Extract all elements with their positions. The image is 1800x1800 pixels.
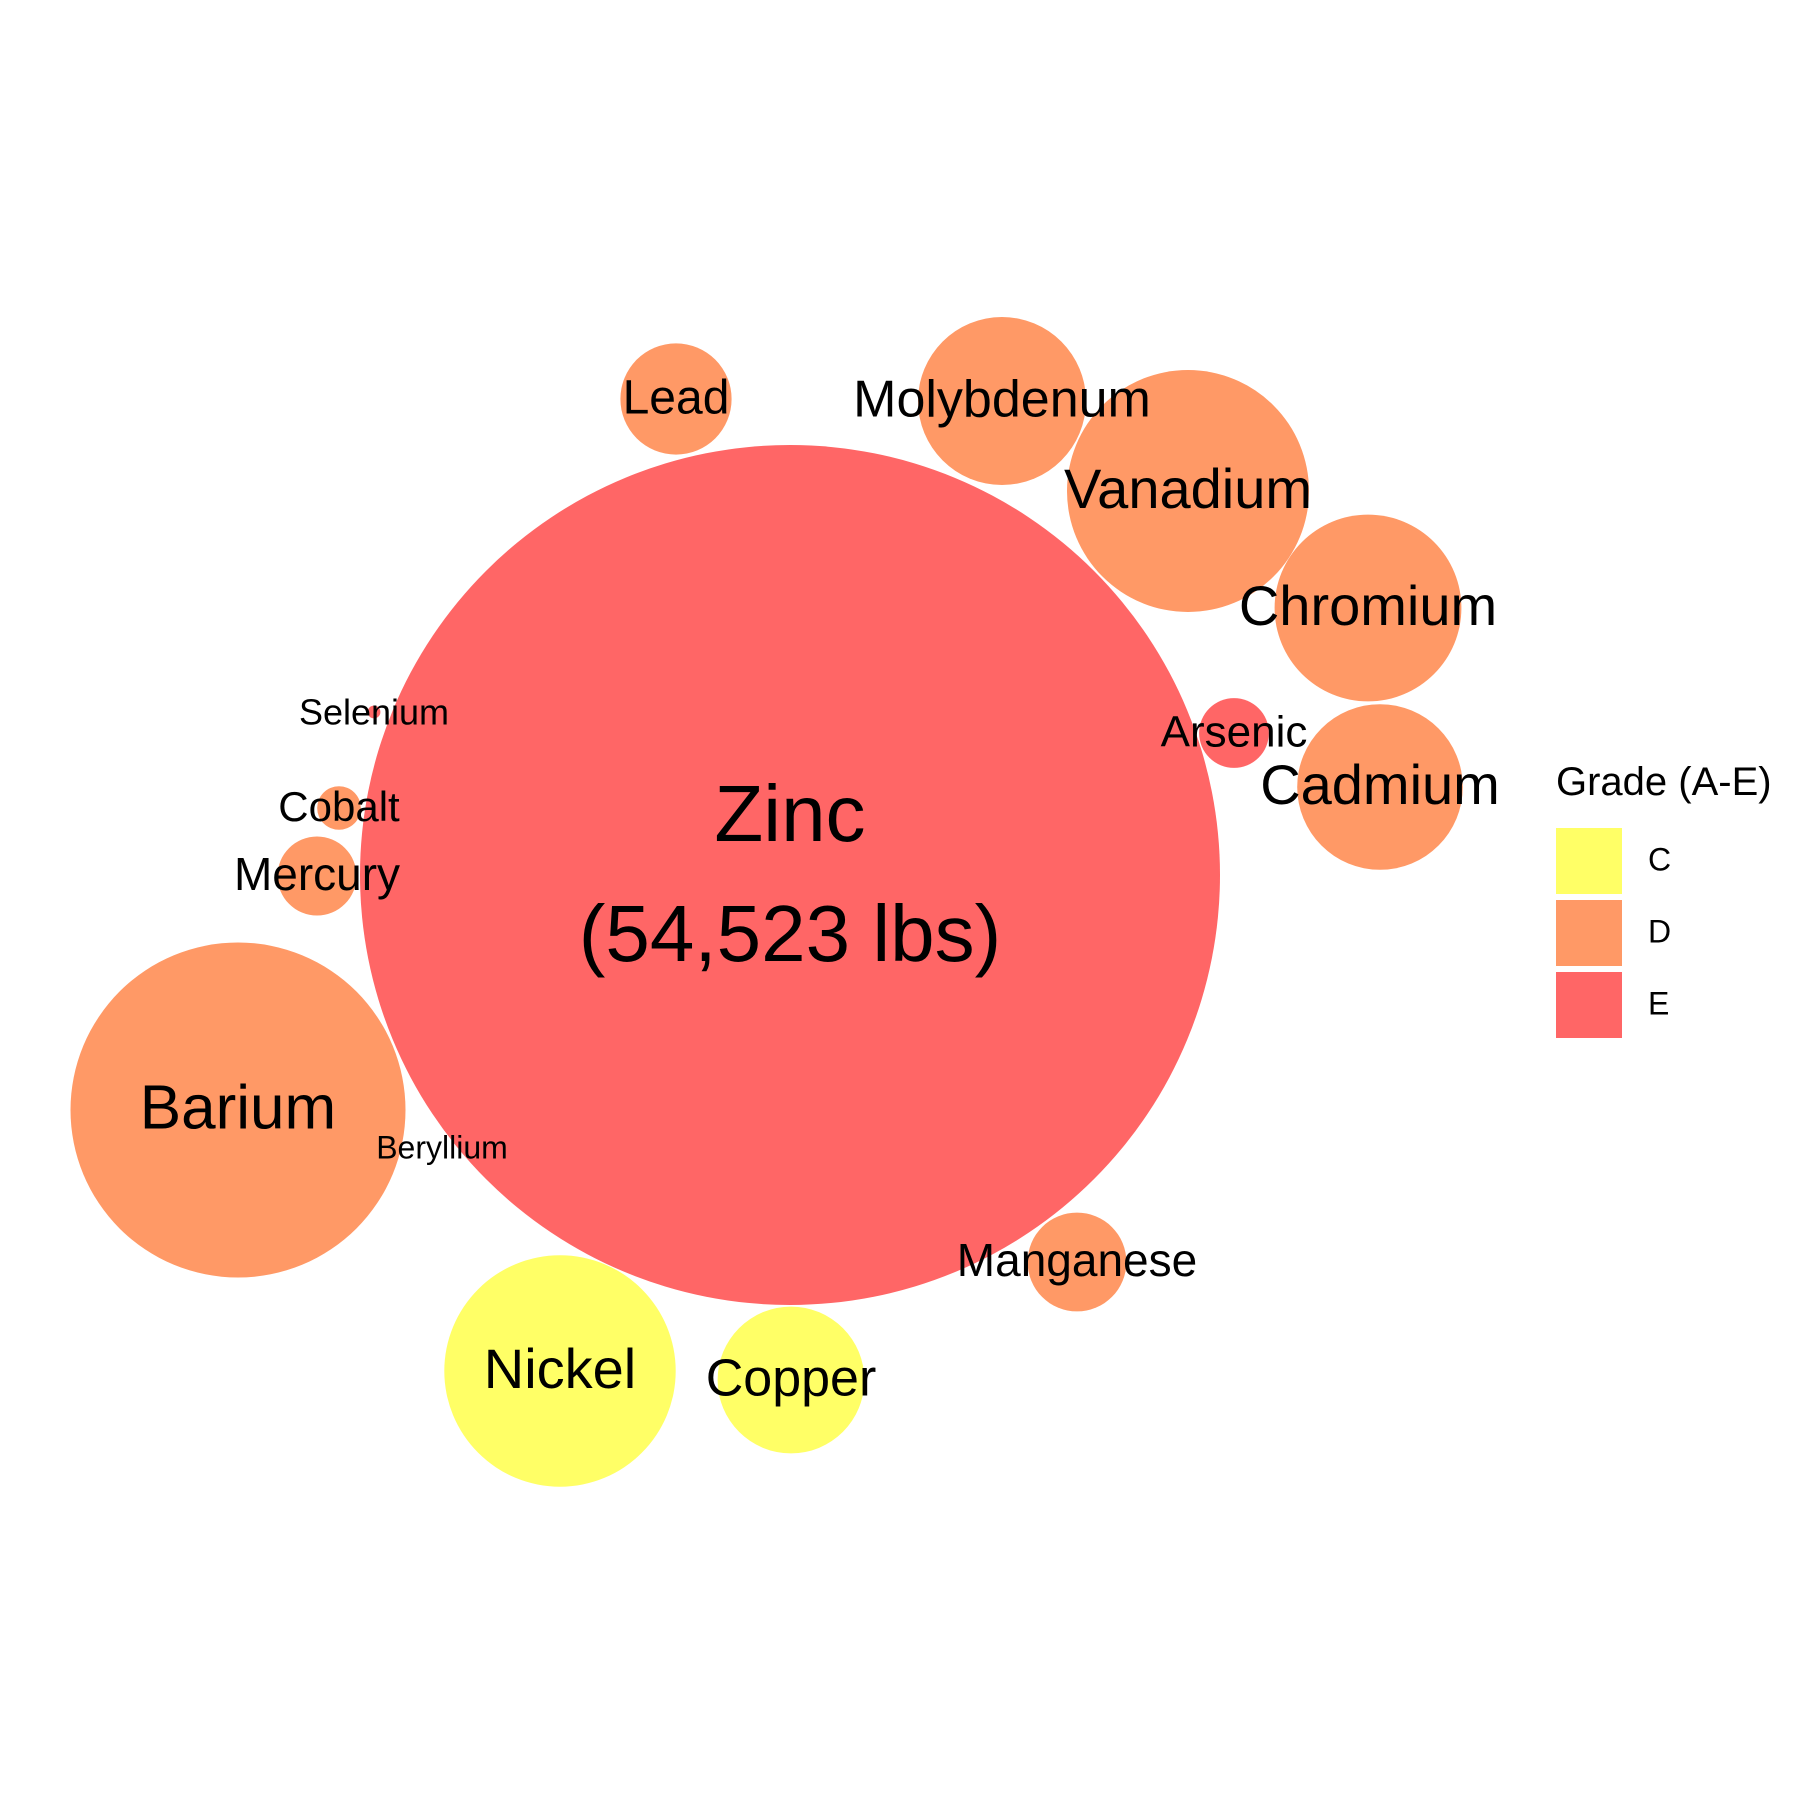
bubble-mercury [277,836,357,916]
bubble-label-lead: Lead [623,372,730,425]
bubble-label-beryllium: Beryllium [376,1129,508,1165]
bubble-chromium [1274,514,1462,702]
legend-label-e: E [1648,985,1669,1021]
legend-swatch-c [1556,828,1622,894]
bubble-value-label-zinc: (54,523 lbs) [579,889,1001,978]
bubble-label-mercury: Mercury [234,848,400,900]
bubble-label-molybdenum: Molybdenum [853,371,1151,429]
bubble-label-selenium: Selenium [299,692,449,733]
bubbles-layer [70,317,1463,1487]
bubble-arsenic [1199,698,1269,768]
bubble-label-manganese: Manganese [957,1234,1197,1286]
legend-swatch-e [1556,972,1622,1038]
bubble-manganese [1027,1212,1127,1312]
bubble-label-arsenic: Arsenic [1161,708,1308,757]
bubble-lead [620,343,732,455]
legend-label-d: D [1648,913,1671,949]
legend-title: Grade (A-E) [1556,760,1772,804]
bubble-label-nickel: Nickel [484,1337,636,1400]
bubble-label-cobalt: Cobalt [278,783,400,830]
labels-layer: Zinc (54,523 lbs) Barium Nickel Vanadium Chro… [140,371,1500,1408]
bubble-cobalt [317,786,361,830]
bubble-copper [717,1306,865,1454]
bubble-label-copper: Copper [706,1350,877,1408]
bubble-label-vanadium: Vanadium [1064,457,1312,520]
legend: Grade (A-E) CDE [1556,760,1772,1038]
bubble-label-cadmium: Cadmium [1260,753,1500,816]
bubble-label-chromium: Chromium [1239,574,1497,637]
bubble-cadmium [1297,704,1463,870]
bubble-molybdenum [918,317,1086,485]
legend-swatch-d [1556,900,1622,966]
legend-label-c: C [1648,841,1671,877]
bubble-vanadium [1067,370,1309,612]
bubble-selenium [367,705,381,719]
bubble-barium [70,942,406,1278]
bubble-label-zinc: Zinc [714,769,865,858]
bubble-zinc [360,445,1220,1305]
bubble-label-barium: Barium [140,1073,336,1142]
bubble-nickel [444,1255,676,1487]
